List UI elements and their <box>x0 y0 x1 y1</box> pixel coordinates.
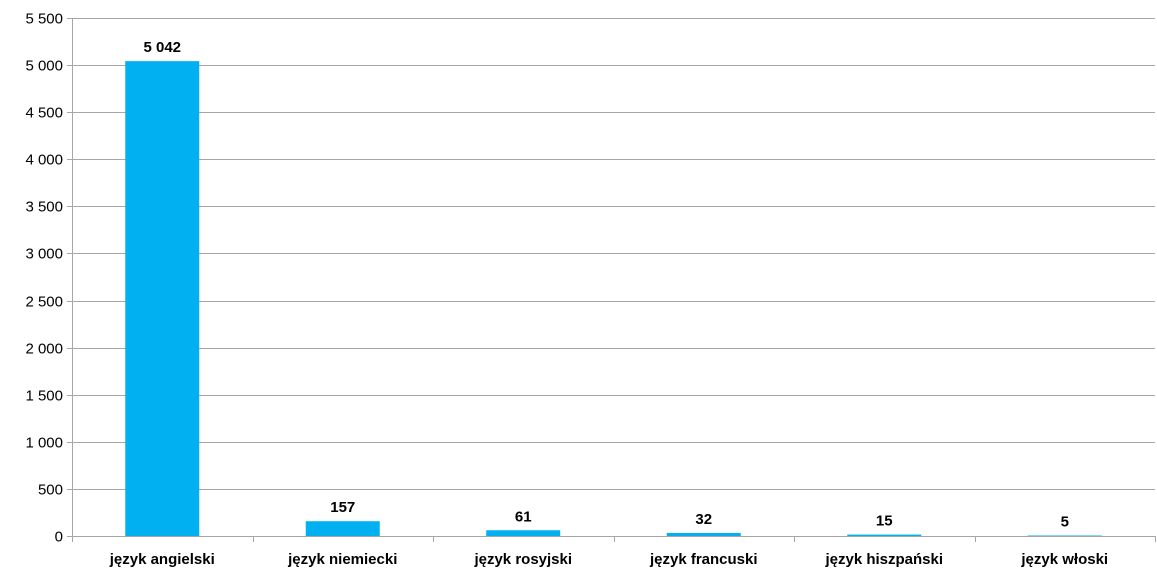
x-tick-label: język francuski <box>649 551 758 568</box>
data-label: 5 <box>1061 514 1069 531</box>
data-label: 61 <box>515 508 532 525</box>
y-tick-label: 4 000 <box>25 152 63 169</box>
y-tick-label: 1 000 <box>25 435 63 452</box>
y-tick-label: 4 500 <box>25 105 63 122</box>
bars <box>125 61 1102 536</box>
y-tick-label: 500 <box>38 482 63 499</box>
y-tick-label: 5 500 <box>25 11 63 28</box>
x-tick-label: język hiszpański <box>824 551 943 568</box>
bar <box>847 534 922 536</box>
axes <box>67 18 1156 542</box>
bar <box>125 61 200 536</box>
grid-lines <box>72 18 1155 490</box>
y-tick-label: 0 <box>55 529 63 546</box>
y-tick-label: 5 000 <box>25 58 63 75</box>
x-tick-label: język niemiecki <box>287 551 397 568</box>
x-tick-label: język włoski <box>1020 551 1108 568</box>
data-label: 5 042 <box>143 39 181 56</box>
bar <box>1027 535 1102 536</box>
y-tick-label: 3 000 <box>25 246 63 263</box>
bar <box>305 521 380 536</box>
y-tick-label: 2 500 <box>25 294 63 311</box>
bar <box>486 530 561 536</box>
y-tick-label: 2 000 <box>25 341 63 358</box>
data-label: 157 <box>330 499 355 516</box>
y-tick-label: 1 500 <box>25 388 63 405</box>
y-tick-label: 3 500 <box>25 199 63 216</box>
labels: 0 500 1 000 1 500 2 000 2 500 3 000 3 500 4 000 4… <box>25 11 1108 569</box>
bar <box>666 532 741 536</box>
data-label: 32 <box>695 511 712 528</box>
x-tick-label: język angielski <box>109 551 215 568</box>
x-tick-label: język rosyjski <box>473 551 572 568</box>
data-label: 15 <box>876 513 893 530</box>
